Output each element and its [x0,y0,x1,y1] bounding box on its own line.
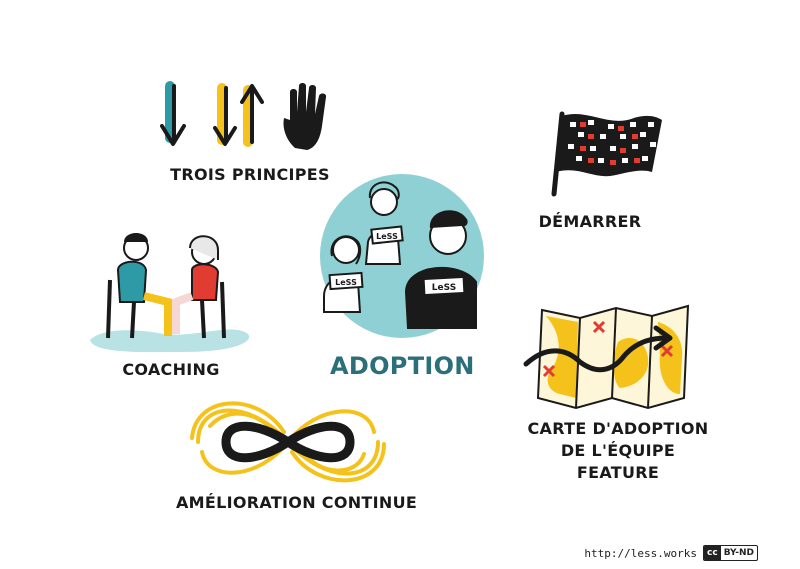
person-back: LeSS [364,181,404,265]
hand-icon [283,83,327,150]
license-badge[interactable]: cc BY-ND [703,545,758,561]
adoption-map-illustration [520,302,700,412]
coaching-illustration [84,218,254,358]
start-label: DÉMARRER [538,212,642,231]
person-right: LeSS [404,210,477,329]
up-down-arrows-icon [213,83,264,147]
principles-icons [160,78,350,158]
adoption-label: ADOPTION [330,352,475,380]
principles-label: TROIS PRINCIPES [170,165,330,184]
woman-figure [172,235,226,339]
footer-url[interactable]: http://less.works [584,546,698,560]
footer: http://less.works cc BY-ND [584,545,758,561]
coaching-label: COACHING [122,360,220,379]
man-figure [106,233,172,339]
shirt-text: LeSS [335,278,357,287]
license-text: BY-ND [723,548,754,558]
checkered-flag-icon [548,108,668,198]
cc-icon: cc [704,546,721,560]
infinity-loop-icon [188,392,388,492]
adoption-people-illustration: LeSS LeSS LeSS [310,172,496,342]
map-label-line2: DE L'ÉQUIPE FEATURE [560,441,676,482]
shirt-text: LeSS [376,232,398,241]
person-left: LeSS [323,235,364,313]
improvement-label: AMÉLIORATION CONTINUE [176,493,418,512]
shirt-text: LeSS [432,283,456,293]
map-label-line1: CARTE D'ADOPTION [527,419,709,438]
down-arrow-icon [160,81,186,146]
